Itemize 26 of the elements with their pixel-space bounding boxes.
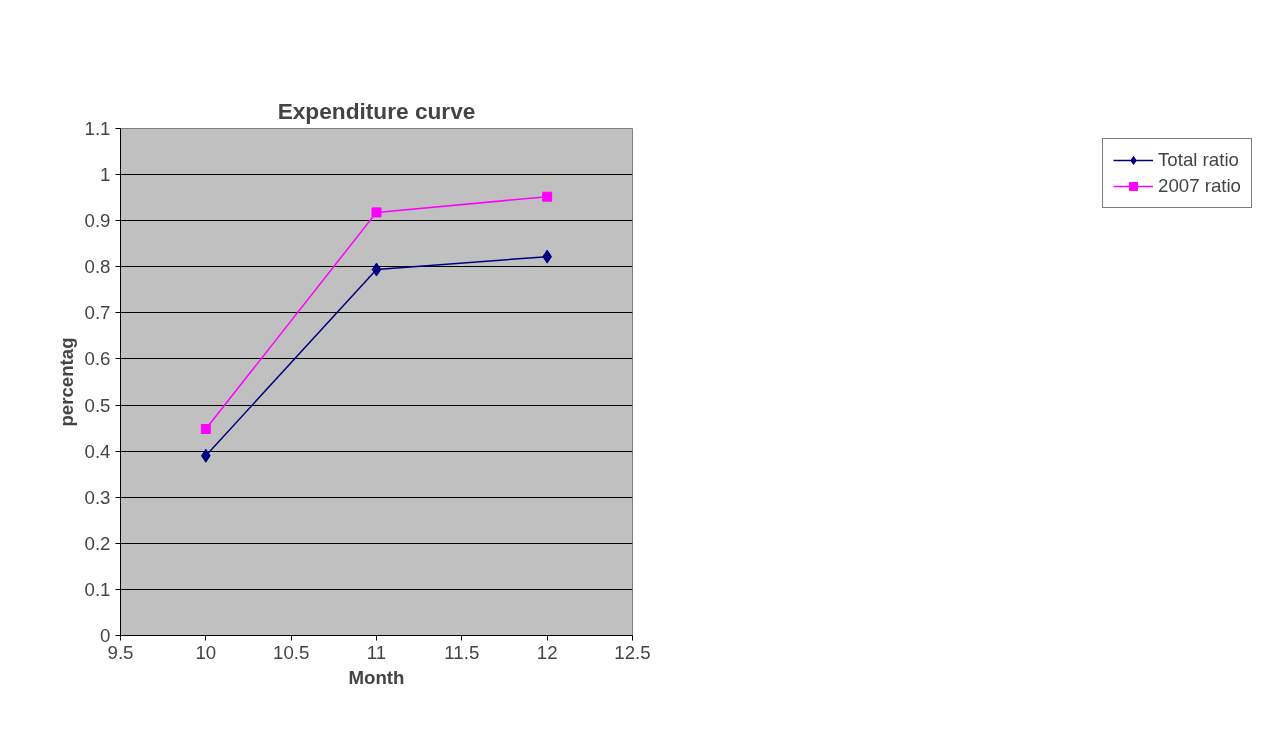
- point: [371, 207, 382, 218]
- y-axis-title: percentag: [55, 337, 77, 427]
- y-tick-label: 0.2: [84, 532, 111, 554]
- legend-label: 2007 ratio: [1158, 175, 1241, 197]
- y-tick-label: 0.9: [84, 210, 111, 232]
- x-tick-label: 11.5: [444, 641, 480, 663]
- legend-label: Total ratio: [1158, 149, 1239, 171]
- chart-title: Expenditure curve: [277, 97, 476, 124]
- x-tick-label: 11: [366, 641, 387, 663]
- x-axis-title: Month: [348, 666, 405, 688]
- x-tick-label: 10.5: [273, 641, 310, 663]
- y-tick-label: 1.1: [84, 118, 111, 139]
- y-tick-label: 0.6: [84, 348, 111, 370]
- y-tick-label: 0.5: [84, 394, 111, 416]
- y-tick-label: 0.7: [84, 302, 111, 324]
- y-tick-label: 0.1: [84, 578, 111, 600]
- y-tick-label: 0.8: [84, 256, 111, 278]
- point: [542, 191, 553, 202]
- point: [371, 262, 382, 277]
- y-tick-label: 0.3: [84, 486, 111, 508]
- x-tick-label: 10: [195, 641, 217, 663]
- point: [200, 424, 211, 435]
- y-tick-label: 0.4: [84, 440, 111, 462]
- x-tick-label: 12.5: [614, 641, 651, 663]
- x-tick-label: 12: [536, 641, 558, 663]
- y-tick-label: 1: [100, 164, 111, 186]
